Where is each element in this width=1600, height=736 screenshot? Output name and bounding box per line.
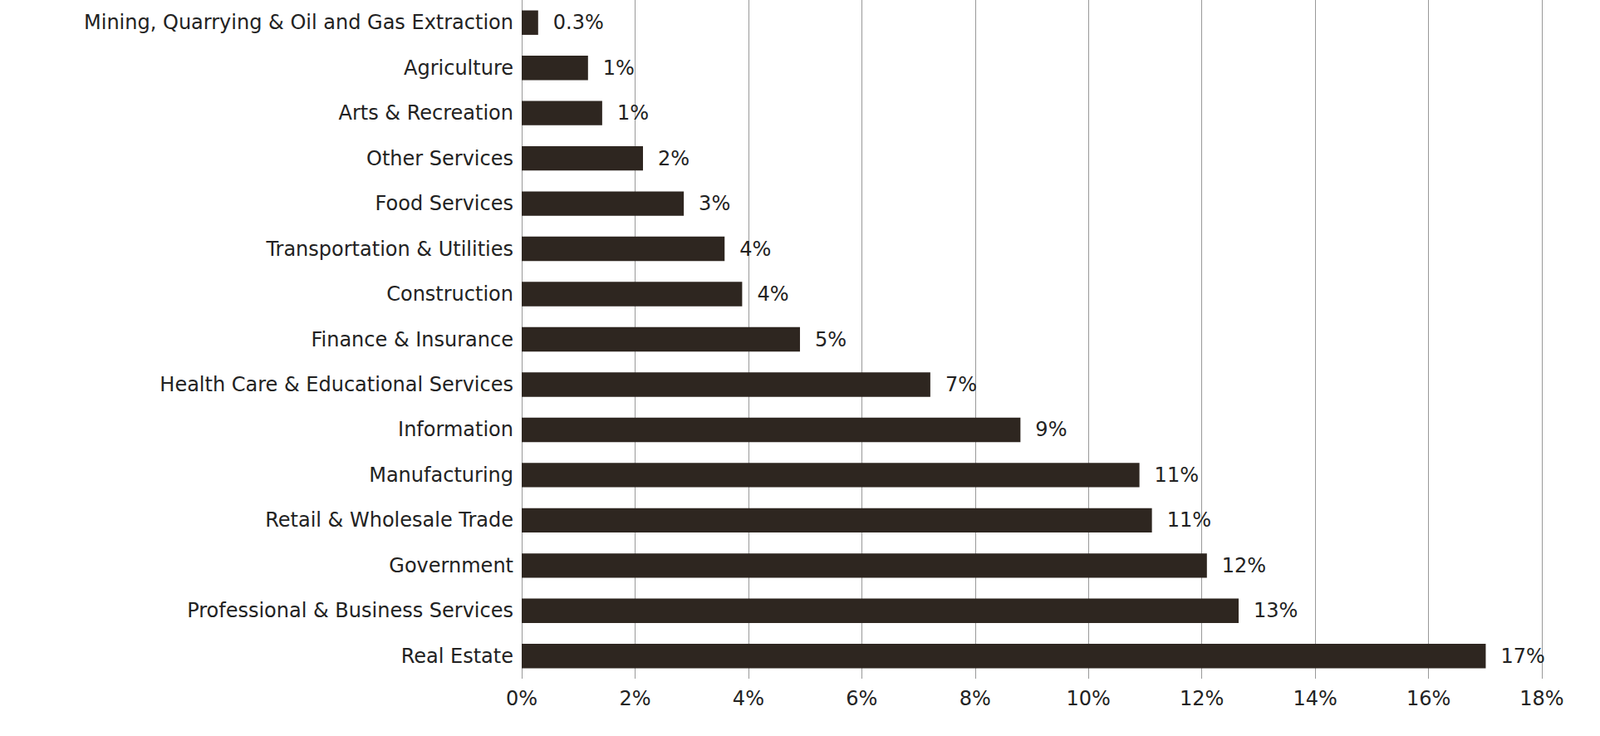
svg-text:16%: 16% bbox=[1406, 687, 1451, 711]
svg-text:Construction: Construction bbox=[386, 282, 514, 306]
svg-text:5%: 5% bbox=[814, 328, 847, 352]
svg-text:11%: 11% bbox=[1167, 508, 1212, 532]
svg-text:Professional & Business Servic: Professional & Business Services bbox=[186, 598, 514, 623]
svg-text:4%: 4% bbox=[739, 237, 771, 261]
svg-text:18%: 18% bbox=[1519, 687, 1564, 711]
svg-text:1%: 1% bbox=[603, 56, 635, 80]
svg-text:Information: Information bbox=[397, 417, 514, 442]
svg-text:Government: Government bbox=[388, 554, 514, 578]
svg-text:13%: 13% bbox=[1253, 598, 1298, 623]
svg-text:14%: 14% bbox=[1292, 687, 1337, 711]
svg-text:11%: 11% bbox=[1154, 463, 1199, 487]
svg-text:6%: 6% bbox=[845, 687, 878, 711]
svg-text:3%: 3% bbox=[698, 191, 731, 216]
svg-text:7%: 7% bbox=[945, 373, 977, 397]
svg-text:Health Care & Educational Serv: Health Care & Educational Services bbox=[159, 373, 514, 397]
svg-text:4%: 4% bbox=[732, 687, 765, 711]
svg-text:4%: 4% bbox=[756, 282, 789, 306]
svg-text:9%: 9% bbox=[1035, 417, 1067, 442]
svg-text:Mining, Quarrying & Oil and Ga: Mining, Quarrying & Oil and Gas Extracti… bbox=[83, 10, 514, 35]
svg-text:Other Services: Other Services bbox=[366, 147, 514, 171]
svg-text:12%: 12% bbox=[1179, 687, 1224, 711]
svg-text:Finance & Insurance: Finance & Insurance bbox=[310, 328, 514, 352]
svg-text:Arts & Recreation: Arts & Recreation bbox=[338, 101, 514, 125]
svg-text:12%: 12% bbox=[1222, 554, 1267, 578]
svg-text:Manufacturing: Manufacturing bbox=[368, 463, 514, 487]
svg-text:Real Estate: Real Estate bbox=[401, 644, 514, 668]
svg-text:8%: 8% bbox=[959, 687, 992, 711]
svg-text:2%: 2% bbox=[657, 147, 690, 171]
svg-text:1%: 1% bbox=[617, 101, 649, 125]
svg-text:0%: 0% bbox=[505, 687, 538, 711]
svg-text:Retail & Wholesale Trade: Retail & Wholesale Trade bbox=[265, 508, 514, 532]
svg-text:2%: 2% bbox=[618, 687, 651, 711]
svg-text:10%: 10% bbox=[1066, 687, 1111, 711]
svg-text:Food Services: Food Services bbox=[375, 191, 514, 216]
svg-text:Agriculture: Agriculture bbox=[403, 56, 514, 80]
svg-text:17%: 17% bbox=[1500, 644, 1545, 668]
svg-text:0.3%: 0.3% bbox=[553, 10, 604, 35]
svg-text:Transportation & Utilities: Transportation & Utilities bbox=[265, 237, 514, 261]
